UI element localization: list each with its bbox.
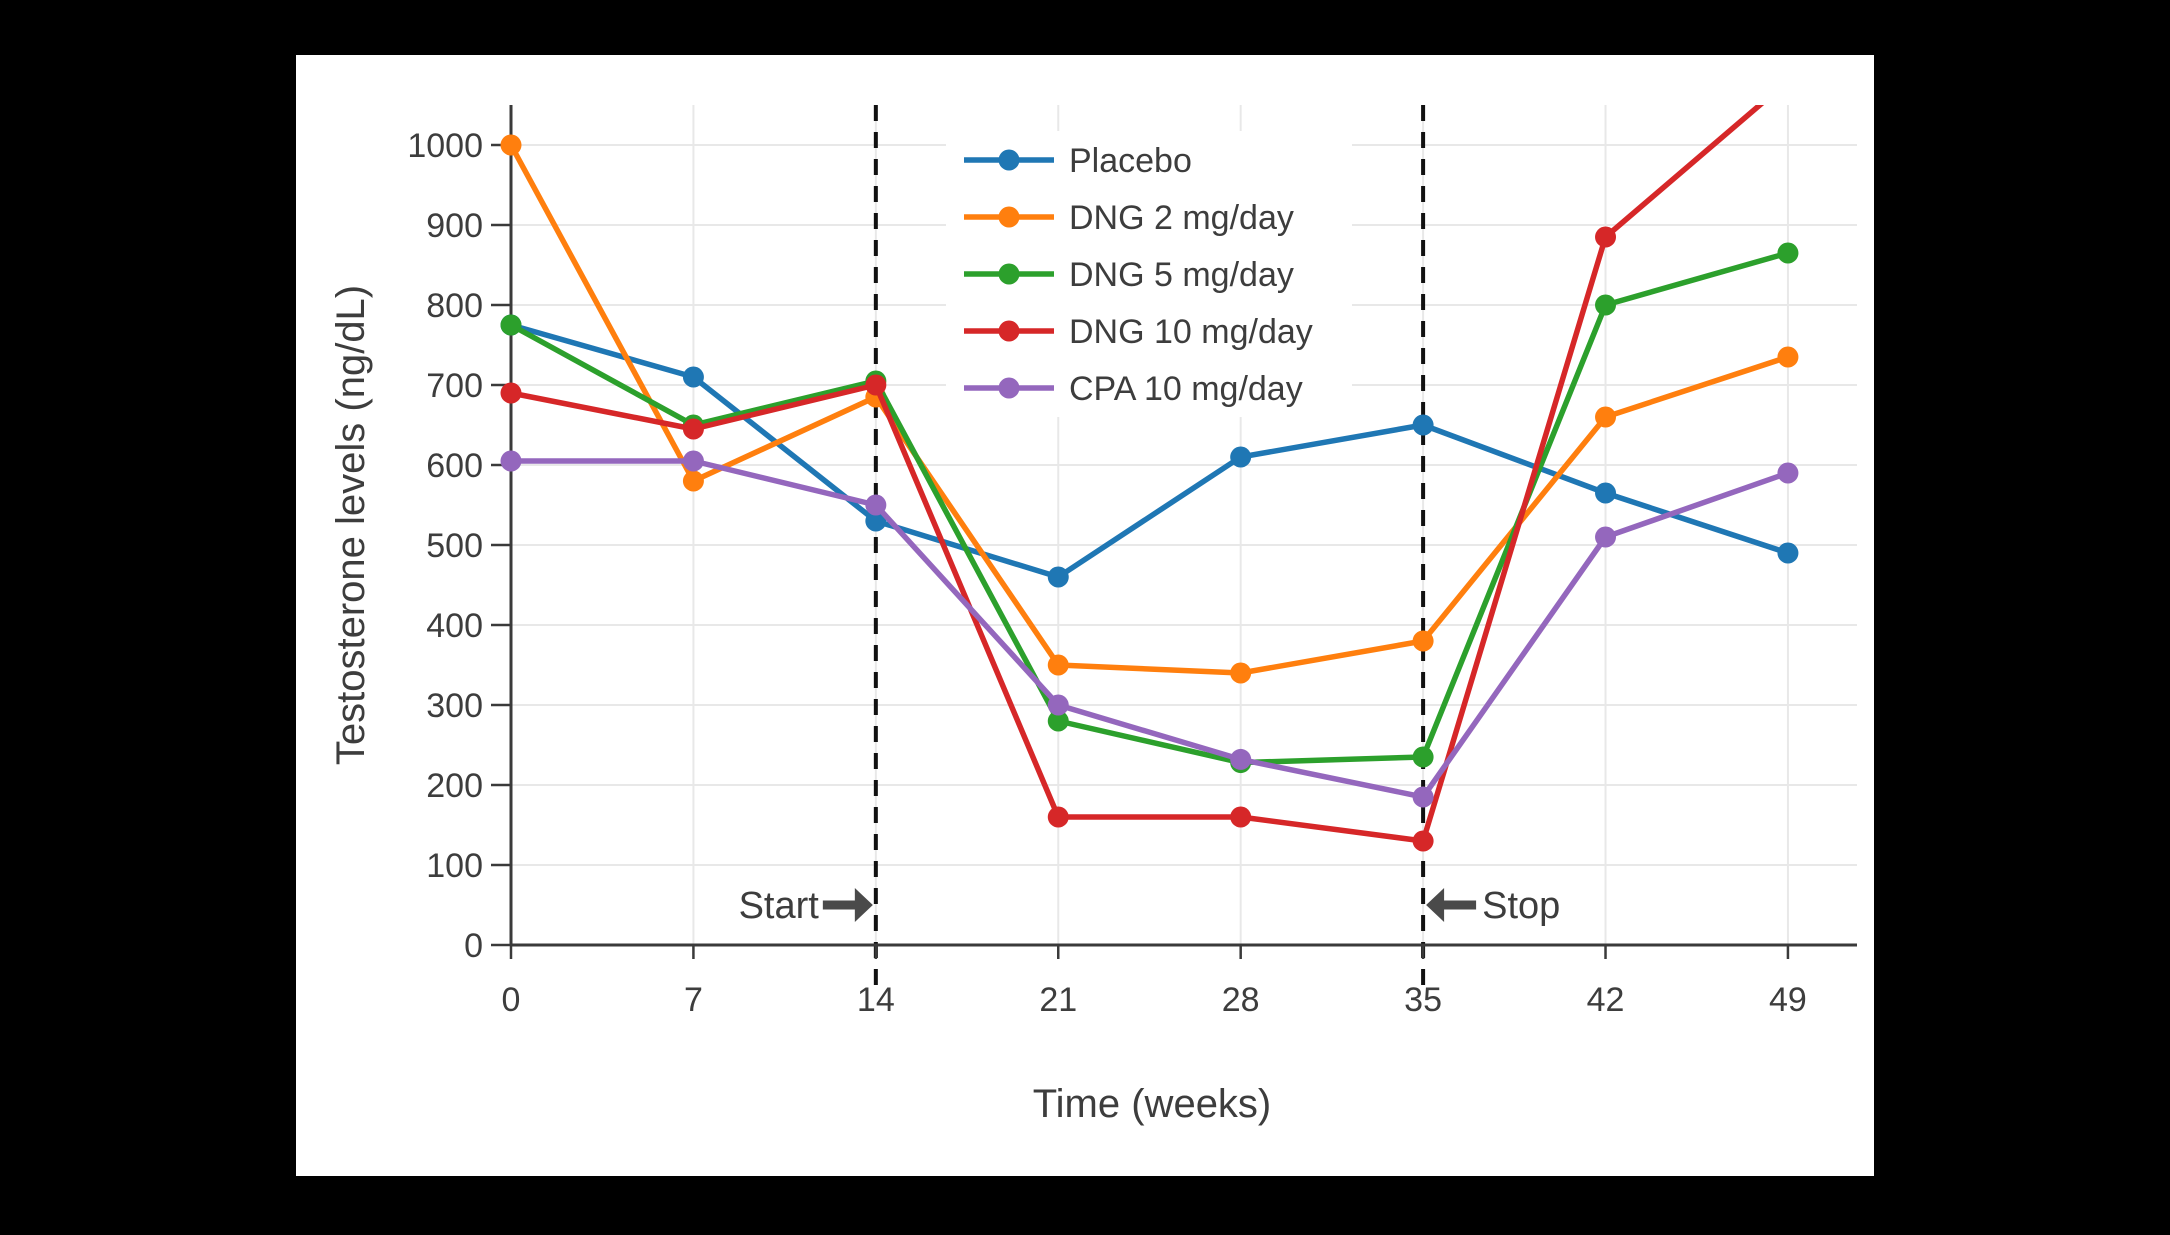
y-tick-label-900: 900	[426, 207, 483, 245]
series-line-placebo	[508, 322, 1791, 580]
point-dng-5-mg-day-week-0[interactable]	[500, 314, 522, 336]
axes-layer: 0 100 200 300 400 500 600 700 800 900 1000 0 7 14 21 28…	[407, 105, 1857, 1019]
legend-item-dng-5-mg-day[interactable]: DNG 5 mg/day	[964, 256, 1294, 294]
y-tick-label-1000: 1000	[407, 127, 483, 165]
series-dng-5-mg-day	[500, 242, 1799, 774]
annotation-stop: Stop	[1426, 885, 1560, 927]
point-placebo-week-28[interactable]	[1230, 446, 1252, 468]
point-dng-2-mg-day-week-28[interactable]	[1230, 662, 1252, 684]
legend-item-dng-10-mg-day[interactable]: DNG 10 mg/day	[964, 313, 1313, 351]
annotation-start: Start	[739, 885, 873, 927]
point-cpa-10-mg-day-week-42[interactable]	[1595, 526, 1617, 548]
point-placebo-week-21[interactable]	[1047, 566, 1069, 588]
point-dng-10-mg-day-week-49[interactable]	[1777, 71, 1798, 92]
x-axis-title: Time (weeks)	[1033, 1082, 1272, 1126]
annotations-layer: Start Stop	[739, 885, 1561, 927]
x-tick-label-0: 0	[502, 981, 521, 1019]
point-dng-2-mg-day-week-42[interactable]	[1595, 406, 1617, 428]
point-dng-10-mg-day-week-28[interactable]	[1230, 806, 1252, 828]
legend-marker-cpa-10-mg-day	[998, 377, 1020, 399]
series-line-cpa-10-mg-day	[508, 458, 1791, 800]
point-dng-10-mg-day-week-42[interactable]	[1595, 226, 1617, 248]
legend-label-dng-5-mg-day: DNG 5 mg/day	[1069, 256, 1294, 294]
annotation-label: Start	[739, 885, 820, 927]
y-tick-label-0: 0	[464, 927, 483, 965]
arrow-right-icon	[854, 888, 873, 922]
point-cpa-10-mg-day-week-35[interactable]	[1412, 786, 1434, 808]
legend-item-cpa-10-mg-day[interactable]: CPA 10 mg/day	[964, 370, 1303, 408]
series-layer	[500, 71, 1799, 852]
legend-marker-dng-2-mg-day	[998, 206, 1020, 228]
point-dng-5-mg-day-week-35[interactable]	[1412, 746, 1434, 768]
legend-marker-dng-10-mg-day	[998, 320, 1020, 342]
annotation-label: Stop	[1482, 885, 1560, 927]
y-tick-label-800: 800	[426, 287, 483, 325]
legend: Placebo DNG 2 mg/day DNG 5 mg/day DNG 10 mg…	[946, 131, 1352, 417]
point-dng-5-mg-day-week-42[interactable]	[1595, 294, 1617, 316]
y-tick-label-100: 100	[426, 847, 483, 885]
y-tick-label-600: 600	[426, 447, 483, 485]
point-dng-10-mg-day-week-0[interactable]	[500, 382, 522, 404]
point-dng-5-mg-day-week-49[interactable]	[1777, 242, 1799, 264]
point-dng-5-mg-day-week-21[interactable]	[1047, 710, 1069, 732]
arrow-shaft	[1442, 900, 1477, 910]
point-dng-2-mg-day-week-7[interactable]	[682, 470, 704, 492]
legend-label-placebo: Placebo	[1069, 142, 1192, 180]
x-tick-label-42: 42	[1587, 981, 1625, 1019]
x-tick-label-35: 35	[1404, 981, 1442, 1019]
point-placebo-week-49[interactable]	[1777, 542, 1799, 564]
series-dng-10-mg-day	[500, 71, 1798, 852]
point-cpa-10-mg-day-week-14[interactable]	[865, 494, 887, 516]
arrow-shaft	[822, 900, 857, 910]
point-dng-10-mg-day-week-21[interactable]	[1047, 806, 1069, 828]
point-dng-10-mg-day-week-14[interactable]	[865, 374, 887, 396]
legend-label-dng-2-mg-day: DNG 2 mg/day	[1069, 199, 1294, 237]
y-tick-label-400: 400	[426, 607, 483, 645]
series-line-dng-10-mg-day	[508, 105, 1765, 844]
legend-marker-placebo	[998, 149, 1020, 171]
point-cpa-10-mg-day-week-21[interactable]	[1047, 694, 1069, 716]
y-tick-label-700: 700	[426, 367, 483, 405]
point-cpa-10-mg-day-week-0[interactable]	[500, 450, 522, 472]
point-placebo-week-14[interactable]	[865, 510, 887, 532]
chart-canvas: 0 100 200 300 400 500 600 700 800 900 1000 0 7 14 21 28…	[329, 71, 1857, 1126]
x-tick-label-21: 21	[1039, 981, 1077, 1019]
x-tick-label-28: 28	[1222, 981, 1260, 1019]
point-cpa-10-mg-day-week-7[interactable]	[682, 450, 704, 472]
legend-label-cpa-10-mg-day: CPA 10 mg/day	[1069, 370, 1303, 408]
x-tick-label-14: 14	[857, 981, 895, 1019]
arrow-left-icon	[1426, 888, 1445, 922]
point-cpa-10-mg-day-week-49[interactable]	[1777, 462, 1799, 484]
point-dng-10-mg-day-week-7[interactable]	[682, 418, 704, 440]
x-tick-label-7: 7	[684, 981, 703, 1019]
y-tick-label-200: 200	[426, 767, 483, 805]
legend-marker-dng-5-mg-day	[998, 263, 1020, 285]
point-placebo-week-42[interactable]	[1595, 482, 1617, 504]
point-dng-10-mg-day-week-35[interactable]	[1412, 830, 1434, 852]
legend-label-dng-10-mg-day: DNG 10 mg/day	[1069, 313, 1313, 351]
point-dng-2-mg-day-week-21[interactable]	[1047, 654, 1069, 676]
y-tick-label-500: 500	[426, 527, 483, 565]
legend-item-placebo[interactable]: Placebo	[964, 142, 1192, 180]
point-dng-2-mg-day-week-49[interactable]	[1777, 346, 1799, 368]
point-cpa-10-mg-day-week-28[interactable]	[1230, 748, 1252, 770]
series-cpa-10-mg-day	[500, 450, 1799, 808]
y-tick-label-300: 300	[426, 687, 483, 725]
point-dng-2-mg-day-week-0[interactable]	[500, 134, 522, 156]
x-tick-label-49: 49	[1769, 981, 1807, 1019]
legend-item-dng-2-mg-day[interactable]: DNG 2 mg/day	[964, 199, 1294, 237]
point-placebo-week-7[interactable]	[682, 366, 704, 388]
series-line-dng-5-mg-day	[508, 250, 1791, 766]
chart-card: 0 100 200 300 400 500 600 700 800 900 1000 0 7 14 21 28…	[296, 55, 1874, 1176]
point-placebo-week-35[interactable]	[1412, 414, 1434, 436]
y-axis-title: Testosterone levels (ng/dL)	[329, 285, 373, 765]
point-dng-2-mg-day-week-35[interactable]	[1412, 630, 1434, 652]
